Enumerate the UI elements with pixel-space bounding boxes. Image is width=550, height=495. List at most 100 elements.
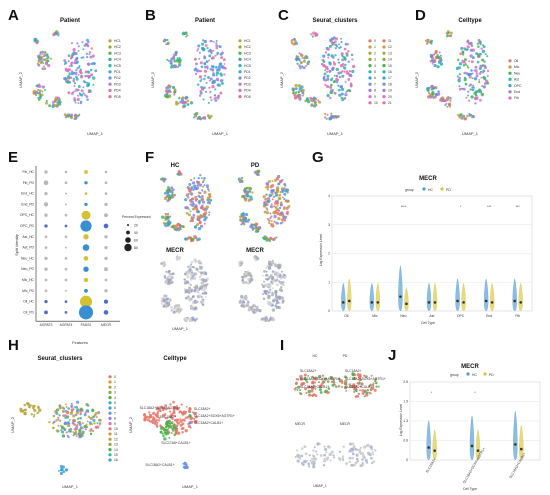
cell-point [278, 193, 282, 197]
cell-point [186, 34, 189, 37]
panel-i-hc-label: HC [313, 354, 318, 358]
cell-point [278, 182, 281, 185]
cell-point [201, 42, 205, 46]
cell-point [335, 45, 339, 48]
y-tick-label: Fib_HC [23, 170, 35, 174]
cell-point [431, 56, 434, 60]
cell-point [51, 104, 55, 108]
cell-point [462, 87, 466, 91]
cell-point [305, 379, 308, 382]
cell-point [168, 424, 171, 428]
legend-swatch [368, 57, 372, 62]
cell-point [310, 33, 313, 36]
cell-point [329, 453, 332, 456]
cell-point [481, 49, 486, 54]
cell-point [155, 414, 160, 418]
legend-label: SLC18A2+ [194, 407, 211, 411]
cell-point [271, 259, 274, 262]
cell-point [266, 203, 269, 206]
cell-point [184, 291, 187, 294]
cell-point [296, 454, 300, 458]
legend-swatch [382, 39, 386, 43]
cell-point [67, 435, 70, 439]
cell-point [75, 75, 78, 79]
cell-point [182, 225, 185, 229]
y-tick-label: Fib_PD [23, 181, 35, 185]
legend-swatch [238, 51, 242, 55]
cell-point [276, 204, 279, 207]
panel-j-legend-label: group [450, 373, 459, 377]
cell-point [326, 445, 331, 449]
group-legend-swatch [440, 187, 444, 191]
cell-point [297, 94, 300, 97]
cell-point [171, 277, 174, 280]
cell-point [343, 47, 347, 51]
cell-point [203, 62, 207, 66]
cell-point [152, 411, 156, 416]
cell-point [30, 413, 33, 416]
cell-point [326, 85, 329, 88]
panel-i-xlab: UMAP_1 [313, 484, 327, 488]
cell-point [278, 210, 281, 213]
cell-point [192, 116, 196, 119]
x-tick-label: AGPAT4 [60, 323, 73, 327]
cell-point [200, 262, 203, 265]
violin-pd [432, 282, 438, 312]
cell-point [181, 431, 184, 434]
legend-label: Oli [514, 59, 518, 63]
cell-point [175, 102, 179, 106]
x-tick-label: Mic [372, 314, 378, 318]
cell-point [446, 97, 450, 101]
violin-pd [518, 282, 523, 312]
cell-point [302, 66, 306, 70]
cell-point [361, 458, 364, 461]
cell-point [261, 283, 263, 286]
cell-point [82, 56, 85, 59]
cell-point [339, 85, 343, 89]
cell-point [440, 97, 445, 102]
cell-point [177, 223, 180, 226]
cell-point [274, 210, 278, 214]
cell-point [275, 305, 278, 308]
cell-point [190, 237, 194, 241]
cell-point [370, 447, 374, 451]
cell-point [318, 384, 322, 389]
cell-point [73, 432, 76, 435]
median-point [405, 302, 408, 306]
cell-point [221, 79, 224, 82]
legend-label: 7 [114, 411, 116, 415]
cell-point [256, 169, 261, 173]
cell-point [265, 186, 268, 189]
cell-point [176, 255, 179, 258]
cell-point [361, 454, 366, 459]
cell-point [483, 60, 486, 63]
cell-point [486, 55, 489, 58]
cell-point [168, 272, 171, 275]
cell-point [76, 424, 79, 427]
cell-point [73, 90, 76, 93]
cell-point [215, 71, 220, 75]
cell-point [463, 71, 466, 75]
cell-point [192, 203, 195, 206]
cell-point [433, 63, 437, 68]
cell-point [278, 288, 283, 292]
cell-point [85, 52, 89, 56]
cell-point [430, 59, 433, 62]
cell-point [249, 195, 253, 199]
cell-point [326, 93, 330, 98]
cell-point [276, 264, 280, 268]
cell-point [321, 58, 325, 62]
cell-point [86, 62, 91, 66]
cell-point [204, 90, 208, 93]
cell-point [330, 37, 335, 41]
cell-point [478, 78, 481, 81]
cell-point [302, 59, 306, 63]
cell-point [337, 384, 341, 388]
cell-point [206, 67, 209, 70]
cell-point [275, 236, 278, 239]
cell-point [70, 61, 74, 65]
cluster-small [163, 269, 175, 285]
cell-point [262, 195, 266, 199]
cell-point [348, 449, 352, 453]
